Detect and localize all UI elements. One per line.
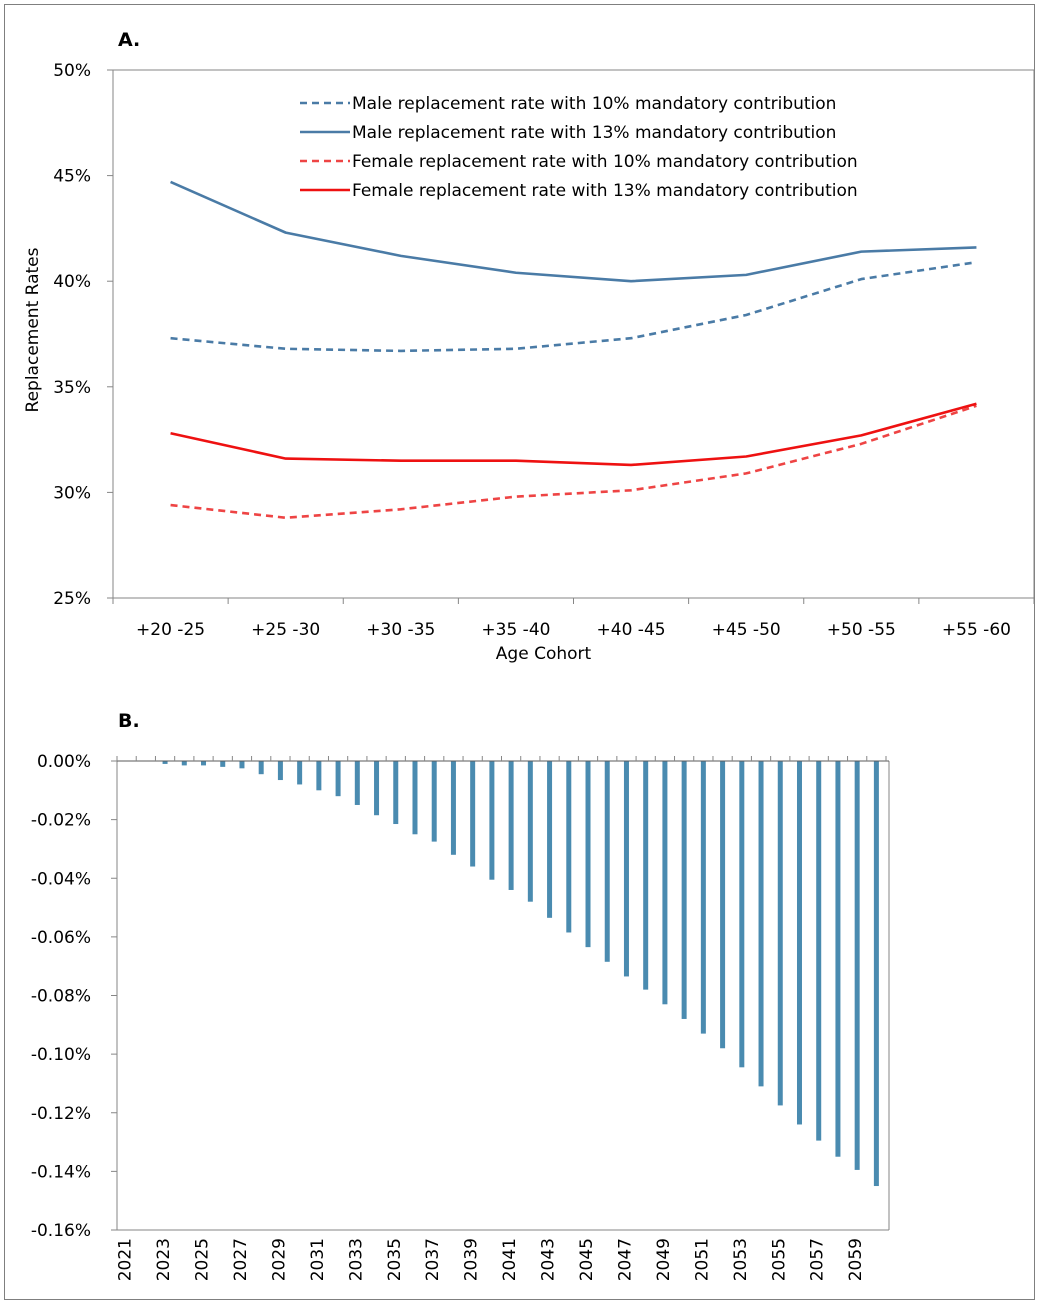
panel-a-y-axis-label: Replacement Rates (23, 247, 43, 412)
panel-b-bar (489, 761, 495, 880)
panel-b-bar (527, 761, 533, 902)
panel-b-x-tick-label: 2057 (808, 1238, 828, 1281)
panel-b-x-tick-label: 2025 (193, 1238, 213, 1281)
panel-b-bar (566, 761, 572, 933)
panel-b-x-tick-label: 2035 (385, 1238, 405, 1281)
panel-b-bar (623, 761, 629, 977)
panel-b-bar (816, 761, 822, 1141)
panel-b-bar (796, 761, 802, 1125)
panel-b-x-tick-label: 2045 (577, 1238, 597, 1281)
panel-a-x-tick-label: +45 -50 (712, 620, 781, 640)
panel-b-x-tick-label: 2039 (462, 1238, 482, 1281)
panel-b-bar (181, 761, 187, 766)
panel-b-bar (585, 761, 591, 948)
panel-a-label: A. (118, 29, 140, 51)
panel-a-y-tick-label: 30% (53, 483, 91, 503)
panel-b-bar (720, 761, 726, 1049)
panel-b-x-tick-label: 2051 (692, 1238, 712, 1281)
panel-a-legend-label-1: Male replacement rate with 13% mandatory… (352, 123, 836, 143)
panel-b-bar (643, 761, 649, 990)
panel-a-legend-label-3: Female replacement rate with 13% mandato… (352, 181, 858, 201)
panel-a-plot: 25% 30% 35% 40% 45% 50% +20 -25 +25 -30 +30 -35 +… (23, 61, 1035, 664)
panel-b-bar (508, 761, 514, 890)
panel-b-x-tick-label: 2055 (769, 1238, 789, 1281)
panel-b-bar (412, 761, 418, 835)
panel-b-bar (239, 761, 245, 769)
panel-a-legend-label-0: Male replacement rate with 10% mandatory… (352, 94, 836, 114)
panel-b-bar (662, 761, 668, 1005)
panel-b-bar (777, 761, 783, 1106)
panel-b-x-tick-label: 2041 (500, 1238, 520, 1281)
panel-b-bar (393, 761, 399, 825)
panel-b-bar (873, 761, 879, 1187)
panel-a-y-tick-label: 40% (53, 272, 91, 292)
panel-b-bar (547, 761, 553, 918)
panel-b-bar (604, 761, 610, 962)
panel-a-y-tick-label: 35% (53, 378, 91, 398)
panel-b-bar (335, 761, 341, 797)
panel-b-y-tick-label: -0.10% (31, 1045, 91, 1065)
panel-b-y-tick-label: -0.16% (31, 1221, 91, 1241)
panel-b-bar (758, 761, 764, 1087)
panel-b-bar (297, 761, 303, 785)
panel-b-x-tick-label: 2037 (423, 1238, 443, 1281)
panel-b-y-tick-label: 0.00% (37, 752, 91, 772)
panel-b-bar (374, 761, 380, 816)
panel-a-x-tick-label: +30 -35 (366, 620, 435, 640)
panel-b-bar (835, 761, 841, 1157)
panel-a-series-line-3 (170, 402, 977, 467)
panel-b-bar (220, 761, 226, 767)
panel-a-plot-border (112, 69, 1035, 599)
panel-b-bar (431, 761, 437, 842)
panel-a-x-axis-label: Age Cohort (496, 644, 592, 664)
panel-a-y-tick-label: 50% (53, 61, 91, 81)
panel-b-bar (277, 761, 283, 781)
panel-a-x-tick-label: +40 -45 (597, 620, 666, 640)
panel-b-bar (700, 761, 706, 1034)
panel-b-y-tick-label: -0.12% (31, 1104, 91, 1124)
panel-b-bar (681, 761, 687, 1019)
panel-a-x-tick-label: +20 -25 (136, 620, 205, 640)
panel-b-bar (854, 761, 860, 1170)
panel-b-x-tick-label: 2021 (116, 1238, 136, 1281)
panel-b-x-tick-label: 2047 (615, 1238, 635, 1281)
panel-b-x-tick-label: 2027 (231, 1238, 251, 1281)
panel-b-bar (258, 761, 264, 775)
panel-a-series-line-0 (170, 260, 977, 353)
panel-a-legend-label-2: Female replacement rate with 10% mandato… (352, 152, 858, 172)
panel-b-bar (354, 761, 360, 805)
panel-b-bar (739, 761, 745, 1068)
panel-a-y-tick-label: 45% (53, 167, 91, 187)
panel-b-y-tick-label: -0.08% (31, 987, 91, 1007)
panel-b-x-tick-label: 2049 (654, 1238, 674, 1281)
panel-b-x-tick-label: 2023 (154, 1238, 174, 1281)
panel-a-x-tick-label: +50 -55 (827, 620, 896, 640)
panel-b-x-tick-label: 2033 (346, 1238, 366, 1281)
panel-a-series-line-1 (170, 180, 977, 283)
panel-b-x-tick-label: 2059 (846, 1238, 866, 1281)
panel-b-bar (316, 761, 322, 791)
panel-b-y-tick-label: -0.06% (31, 928, 91, 948)
panel-b-bar (450, 761, 456, 855)
panel-b-x-tick-label: 2029 (269, 1238, 289, 1281)
panel-a-x-tick-label: +25 -30 (251, 620, 320, 640)
panel-b-x-tick-label: 2053 (731, 1238, 751, 1281)
panel-b-plot: 0.00% -0.02% -0.04% -0.06% -0.08% -0.10% -0.12… (31, 752, 890, 1281)
panel-b-x-tick-label: 2031 (308, 1238, 328, 1281)
panel-a-y-tick-label: 25% (53, 589, 91, 609)
figure-frame (4, 4, 1035, 1300)
panel-b-x-tick-label: 2043 (539, 1238, 559, 1281)
panel-b-bar (470, 761, 476, 867)
panel-b-bar (201, 761, 207, 766)
panel-b-bar (162, 761, 168, 764)
panel-b-y-tick-label: -0.04% (31, 869, 91, 889)
panel-a-x-tick-label: +55 -60 (942, 620, 1011, 640)
panel-b-y-tick-label: -0.14% (31, 1162, 91, 1182)
panel-b-label: B. (118, 710, 140, 732)
panel-a-x-tick-label: +35 -40 (481, 620, 550, 640)
panel-b-y-tick-label: -0.02% (31, 811, 91, 831)
panel-a-series-line-2 (170, 404, 977, 520)
